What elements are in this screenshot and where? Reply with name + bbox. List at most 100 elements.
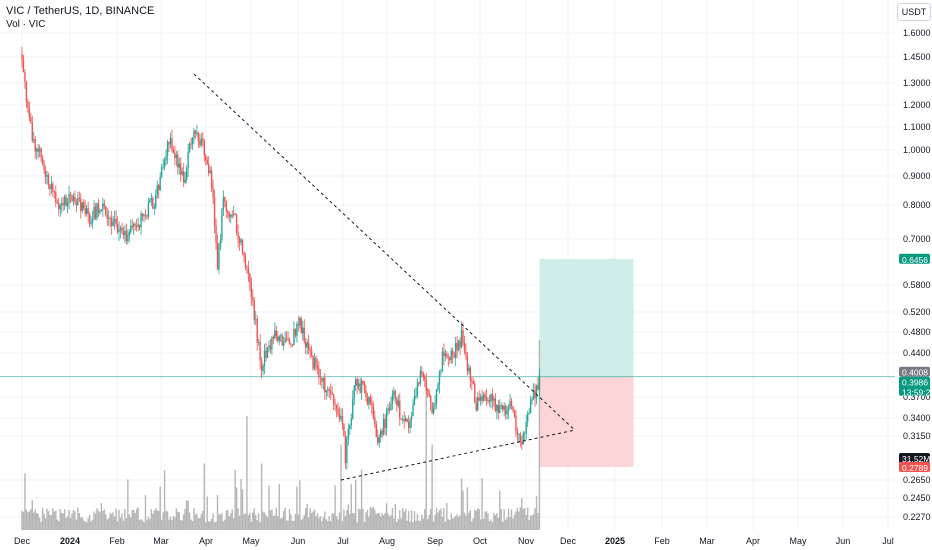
volume-bar bbox=[250, 521, 253, 530]
time-tick-label: Sep bbox=[427, 536, 443, 546]
volume-bar bbox=[257, 513, 260, 530]
volume-bar bbox=[166, 511, 169, 530]
volume-bar bbox=[121, 513, 123, 530]
volume-bar bbox=[272, 516, 275, 530]
volume-bar bbox=[181, 520, 183, 530]
candle-body bbox=[431, 402, 433, 414]
candle-body bbox=[191, 137, 194, 145]
candle-body bbox=[288, 340, 291, 344]
candle-body bbox=[444, 353, 447, 356]
candle-body bbox=[188, 143, 191, 152]
candle-body bbox=[281, 335, 283, 346]
volume-bar bbox=[49, 514, 51, 530]
candle-body bbox=[390, 403, 392, 411]
volume-bar bbox=[404, 508, 407, 530]
volume-bar bbox=[210, 518, 213, 530]
candle-body bbox=[507, 407, 510, 411]
candle-body bbox=[275, 330, 278, 337]
volume-bar bbox=[65, 518, 67, 530]
trendlines[interactable] bbox=[193, 73, 576, 481]
candle-body bbox=[25, 81, 28, 102]
volume-bar bbox=[319, 516, 322, 530]
volume-bar bbox=[316, 513, 319, 530]
volume-bar bbox=[106, 519, 108, 530]
candle-body bbox=[255, 319, 257, 320]
candle-body bbox=[207, 164, 210, 174]
volume-bar bbox=[468, 512, 470, 530]
candle-body bbox=[424, 376, 426, 380]
volume-bar bbox=[375, 514, 377, 530]
volume-bar bbox=[463, 512, 466, 530]
volume-bar bbox=[144, 495, 147, 530]
candle-body bbox=[247, 267, 250, 274]
candle-body bbox=[499, 405, 501, 413]
volume-bar bbox=[494, 515, 497, 530]
candle-body bbox=[83, 202, 85, 209]
time-tick-label: 2025 bbox=[605, 536, 625, 546]
volume-bar bbox=[300, 519, 302, 530]
candle-body bbox=[500, 405, 502, 407]
volume-bar bbox=[200, 514, 203, 530]
volume-bar bbox=[379, 516, 382, 530]
volume-bar bbox=[265, 515, 267, 530]
volume-bar bbox=[337, 519, 339, 530]
candle-body bbox=[62, 203, 64, 205]
price-tick-label: 0.2650 bbox=[903, 475, 931, 485]
candle-body bbox=[58, 203, 60, 210]
candle-body bbox=[472, 381, 474, 384]
volume-bar bbox=[341, 521, 344, 530]
volume-bar bbox=[28, 511, 31, 530]
candle-body bbox=[450, 350, 452, 361]
currency-button[interactable]: USDT bbox=[897, 3, 931, 21]
position-tool[interactable] bbox=[0, 258, 895, 467]
candle-body bbox=[28, 108, 31, 118]
volume-bar bbox=[219, 514, 222, 530]
volume-bar bbox=[327, 521, 329, 530]
volume-bar bbox=[443, 507, 445, 530]
volume-bar bbox=[260, 463, 263, 530]
candle-body bbox=[532, 390, 535, 399]
volume-bar bbox=[43, 513, 45, 530]
candle-body bbox=[244, 256, 247, 268]
volume-bar bbox=[535, 496, 538, 530]
volume-bar bbox=[218, 514, 220, 530]
candle-body bbox=[87, 208, 89, 214]
candle-body bbox=[237, 232, 239, 239]
volume-bar bbox=[135, 508, 138, 530]
symbol-title[interactable]: VIC / TetherUS, 1D, BINANCE bbox=[6, 5, 155, 17]
candle-body bbox=[155, 194, 157, 208]
candle-body bbox=[399, 400, 401, 419]
upper-trendline bbox=[193, 73, 576, 431]
time-tick-label: Apr bbox=[746, 536, 760, 546]
candle-body bbox=[263, 350, 266, 367]
volume-bar bbox=[25, 509, 28, 530]
candle-body bbox=[327, 389, 329, 391]
candle-body bbox=[529, 400, 532, 414]
candle-body bbox=[168, 142, 170, 145]
candle-body bbox=[437, 384, 439, 390]
volume-bar bbox=[140, 519, 142, 530]
volume-legend[interactable]: Vol · VIC bbox=[6, 19, 46, 30]
volume-bar bbox=[400, 518, 402, 530]
volume-bar bbox=[77, 507, 79, 530]
volume-bar bbox=[197, 518, 200, 530]
candle-body bbox=[230, 214, 232, 218]
candle-body bbox=[21, 53, 23, 60]
volume-bar bbox=[424, 509, 426, 530]
volume-bar bbox=[394, 503, 397, 530]
candle-body bbox=[310, 350, 313, 356]
lower-trendline bbox=[340, 429, 575, 481]
volume-bar bbox=[490, 519, 492, 530]
candle-body bbox=[331, 393, 333, 395]
candle-body bbox=[160, 167, 163, 177]
time-axis[interactable]: Dec 2024 Feb Mar Apr May Jun Jul Aug Sep Oct Nov Dec… bbox=[0, 531, 932, 550]
candle-body bbox=[109, 218, 111, 219]
candle-body bbox=[97, 203, 100, 213]
entry-price-badge: 0.4008 bbox=[899, 366, 930, 378]
candle-body bbox=[140, 213, 142, 228]
volume-bar bbox=[522, 508, 524, 530]
volume-bar bbox=[137, 507, 139, 530]
volume-bar bbox=[209, 521, 211, 530]
time-tick-label: Apr bbox=[199, 536, 213, 546]
